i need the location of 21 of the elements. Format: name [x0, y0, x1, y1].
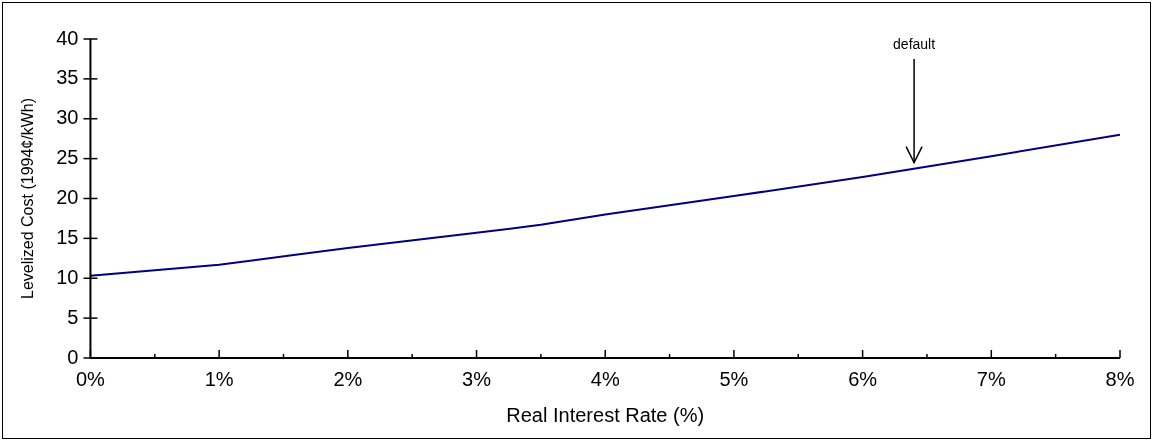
- y-axis-title: Levelized Cost (1994¢/kWh): [19, 98, 37, 299]
- x-tick-label: 1%: [204, 367, 234, 390]
- annotation: default: [893, 35, 936, 52]
- x-tick-label: 0%: [75, 367, 106, 390]
- x-tick-label: 4%: [590, 367, 620, 390]
- y-tick-label: 10: [56, 265, 79, 288]
- y-tick-label: 25: [56, 146, 79, 169]
- x-tick-label: 8%: [1105, 367, 1135, 390]
- y-tick-label: 15: [56, 225, 79, 248]
- y-tick-label: 30: [56, 106, 79, 129]
- y-tick-label: 0: [67, 345, 79, 368]
- x-tick-label: 2%: [333, 367, 363, 390]
- x-tick-label: 7%: [976, 367, 1006, 390]
- y-tick-label: 5: [67, 305, 79, 328]
- y-tick-label: 35: [56, 66, 79, 89]
- x-axis-title: Real Interest Rate (%): [506, 403, 705, 426]
- x-tick-label: 6%: [848, 367, 878, 390]
- x-tick-label: 5%: [719, 367, 749, 390]
- x-tick-label: 3%: [462, 367, 492, 390]
- y-tick-label: 40: [56, 26, 79, 49]
- y-tick-label: 20: [56, 186, 79, 209]
